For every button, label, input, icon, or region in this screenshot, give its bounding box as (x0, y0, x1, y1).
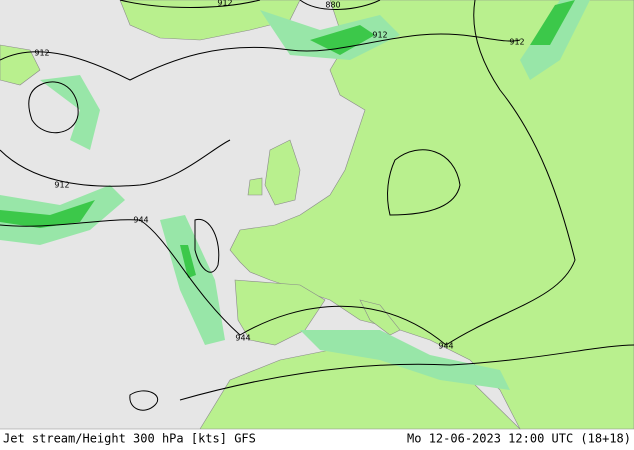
contour-label: 912 (54, 181, 69, 190)
land-areas (0, 0, 634, 430)
contour-labels: 912 880 912 912 912 912 944 944 944 (34, 0, 524, 351)
contour-label: 912 (217, 0, 232, 8)
height-contours (0, 0, 634, 411)
contour-label: 912 (509, 38, 524, 47)
contour-label: 944 (438, 342, 453, 351)
contour-label: 944 (133, 216, 148, 225)
contour-label: 944 (235, 334, 250, 343)
contour-label: 912 (34, 49, 49, 58)
contour-label: 880 (325, 1, 340, 10)
footer-title: Jet stream/Height 300 hPa [kts] GFS (3, 432, 256, 446)
jet-stream-areas (0, 0, 590, 390)
contour-label: 912 (372, 31, 387, 40)
footer-time: Mo 12-06-2023 12:00 UTC (18+18) (407, 432, 631, 446)
